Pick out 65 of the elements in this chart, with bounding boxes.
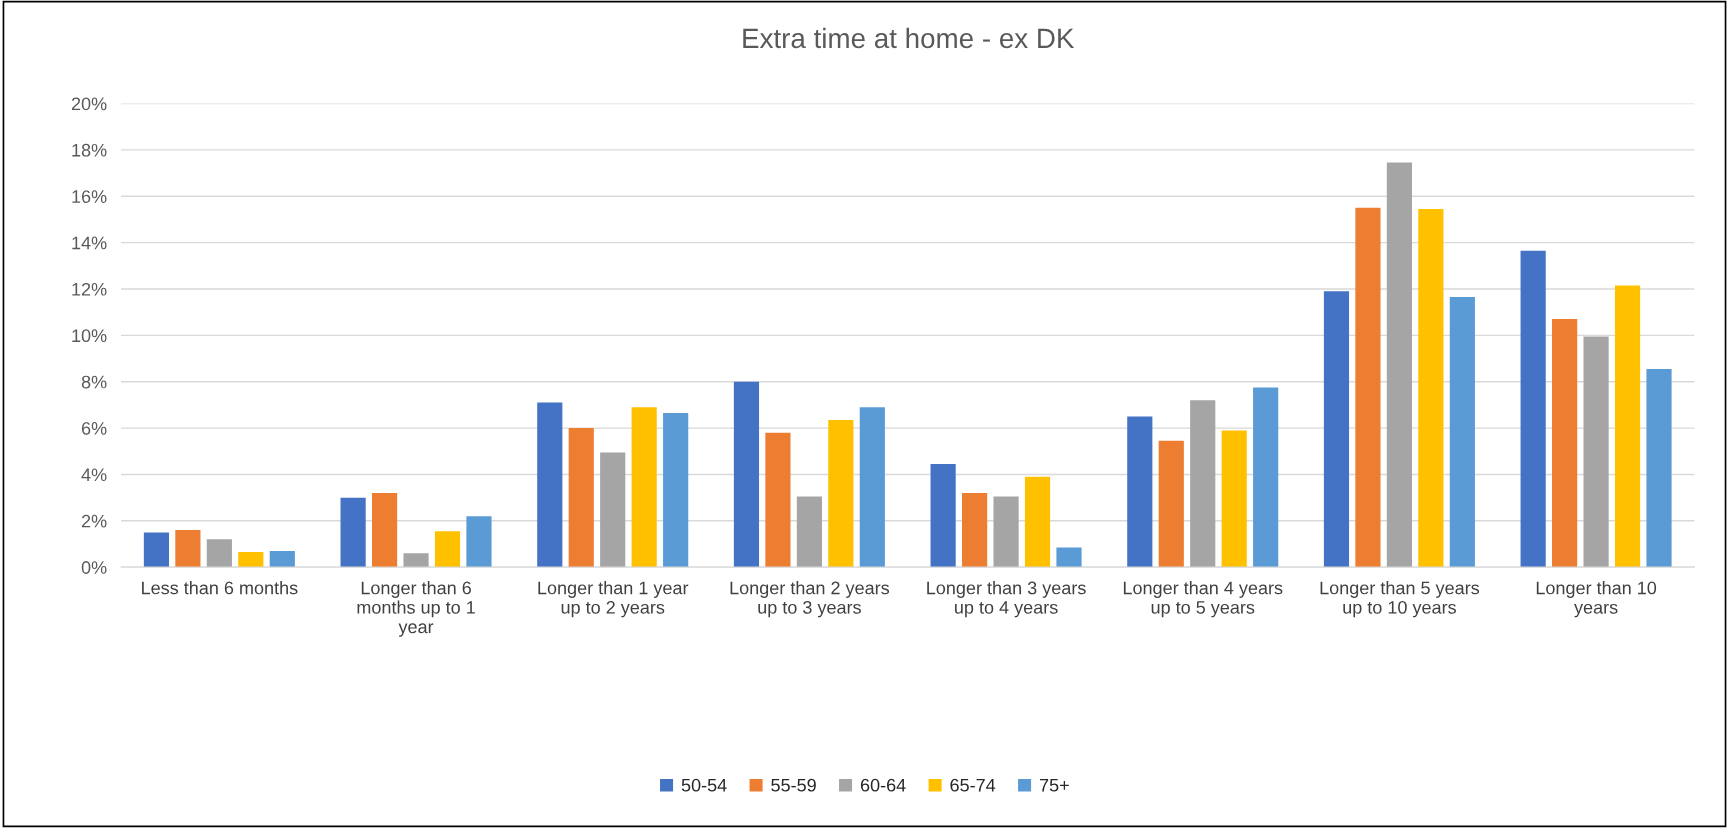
x-tick-label: Longer than 3 years up to 4 years xyxy=(927,581,1086,618)
bar xyxy=(1583,336,1609,568)
bar xyxy=(796,496,822,568)
bar xyxy=(1386,162,1412,568)
chart-title: Extra time at home - ex DK xyxy=(743,27,1075,49)
legend-label: 55-59 xyxy=(771,778,816,792)
legend-label: 75+ xyxy=(1039,779,1069,792)
bar xyxy=(828,419,854,568)
bar xyxy=(568,428,594,568)
x-tick-label: Longer than 1 year up to 2 years xyxy=(538,581,689,618)
bar xyxy=(1646,368,1672,568)
y-tick-label: 8% xyxy=(81,375,107,389)
bar xyxy=(1056,547,1082,568)
y-tick-label: 14% xyxy=(72,236,107,250)
bar xyxy=(1190,400,1216,568)
x-tick-label: Longer than 2 years up to 3 years xyxy=(730,581,890,618)
bar xyxy=(733,381,760,568)
bar xyxy=(340,497,366,568)
bar xyxy=(1520,250,1546,568)
bar xyxy=(962,492,988,568)
bar xyxy=(930,464,956,568)
bar xyxy=(238,552,264,568)
bar xyxy=(1158,440,1184,568)
bar xyxy=(1552,319,1578,568)
bar xyxy=(859,407,885,568)
bar xyxy=(765,432,791,568)
legend-label: 50-54 xyxy=(681,778,727,792)
bar xyxy=(1253,387,1279,568)
bar xyxy=(143,532,170,568)
y-tick-label: 10% xyxy=(72,329,107,343)
y-tick-label: 16% xyxy=(72,190,107,203)
y-tick-label: 20% xyxy=(71,97,107,111)
x-tick-label: Longer than 5 years up to 10 years xyxy=(1320,581,1480,618)
bar xyxy=(1221,430,1247,568)
x-tick-label: Longer than 4 years up to 5 years xyxy=(1123,581,1283,618)
x-tick-label: Longer than 10 years xyxy=(1536,581,1657,618)
x-tick-label: Longer than 6 months up to 1 year xyxy=(357,581,475,637)
bar xyxy=(434,531,461,568)
bar xyxy=(1127,416,1153,568)
y-tick-label: 18% xyxy=(72,143,107,157)
bar xyxy=(175,530,201,568)
bar xyxy=(1449,297,1475,568)
y-tick-label: 6% xyxy=(81,422,107,435)
bar xyxy=(537,402,563,568)
y-tick-label: 4% xyxy=(81,468,107,482)
x-tick-label: Less than 6 months xyxy=(142,581,298,595)
bar xyxy=(1614,285,1641,568)
y-tick-label: 2% xyxy=(81,514,107,528)
bar xyxy=(993,496,1019,568)
bar xyxy=(1323,291,1350,568)
bar xyxy=(1355,207,1381,568)
bar xyxy=(403,553,429,568)
bar xyxy=(1024,476,1051,568)
bar xyxy=(631,407,657,568)
bar xyxy=(1418,208,1444,568)
bar xyxy=(206,539,232,568)
y-tick-label: 0% xyxy=(81,561,107,574)
legend-label: 65-74 xyxy=(950,778,996,792)
bar xyxy=(600,452,626,568)
y-tick-label: 12% xyxy=(72,282,107,296)
legend-label: 60-64 xyxy=(860,778,906,792)
bar xyxy=(663,413,689,568)
bar xyxy=(466,516,492,568)
bar xyxy=(269,550,295,568)
bar xyxy=(371,492,398,568)
